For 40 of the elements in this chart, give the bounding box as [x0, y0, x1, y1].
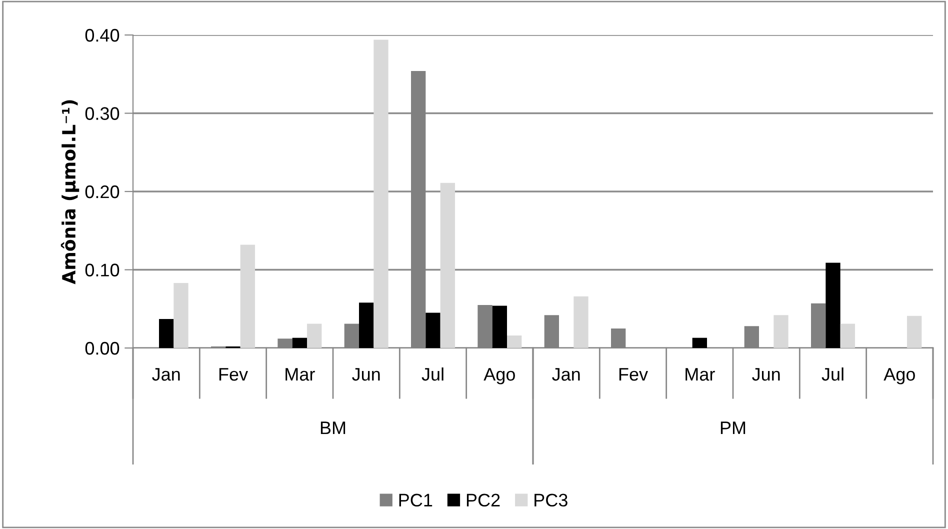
bar [307, 324, 322, 348]
bar [426, 312, 440, 348]
bar [492, 306, 507, 348]
text: PM [720, 422, 746, 434]
bar [292, 338, 307, 348]
legend-label: PC2 [466, 494, 500, 507]
x-tick-label: Jun [352, 368, 380, 381]
x-tick-label: Mar [686, 368, 715, 381]
bar [907, 316, 922, 348]
x-tick-label: Ago [484, 368, 515, 384]
bar [826, 262, 840, 348]
bar [240, 244, 255, 348]
bar [174, 283, 188, 348]
text: BM [320, 422, 346, 434]
y-tick-label: 0.30 [85, 107, 120, 120]
x-tick-label: Jul [822, 367, 844, 381]
x-tick-label: Jan [152, 368, 180, 381]
bar [574, 296, 588, 348]
x-tick-label: Fev [219, 368, 248, 381]
x-tick-label: Jun [752, 368, 780, 381]
bar [374, 40, 388, 348]
x-tick-label: Ago [884, 368, 915, 384]
y-tick-label: 0.10 [85, 264, 120, 276]
x-tick-label: Mar [286, 368, 315, 381]
bar [159, 319, 174, 348]
y-tick-label: 0.20 [85, 185, 120, 198]
legend-label: PC1 [399, 494, 432, 507]
bar [774, 315, 788, 348]
bar [692, 338, 707, 348]
legend-label: PC3 [534, 494, 568, 507]
y-tick-label: 0.40 [85, 28, 120, 42]
x-tick-label: Fev [619, 368, 648, 381]
y-axis-title: Amônia (µmol.L⁻¹) [60, 100, 80, 284]
bar [507, 335, 522, 348]
bar [359, 302, 374, 348]
bar [440, 182, 455, 348]
x-tick-label: Jan [552, 368, 580, 381]
bar [840, 324, 855, 348]
x-tick-label: Jul [422, 367, 444, 381]
y-tick-label: 0.00 [85, 342, 120, 355]
